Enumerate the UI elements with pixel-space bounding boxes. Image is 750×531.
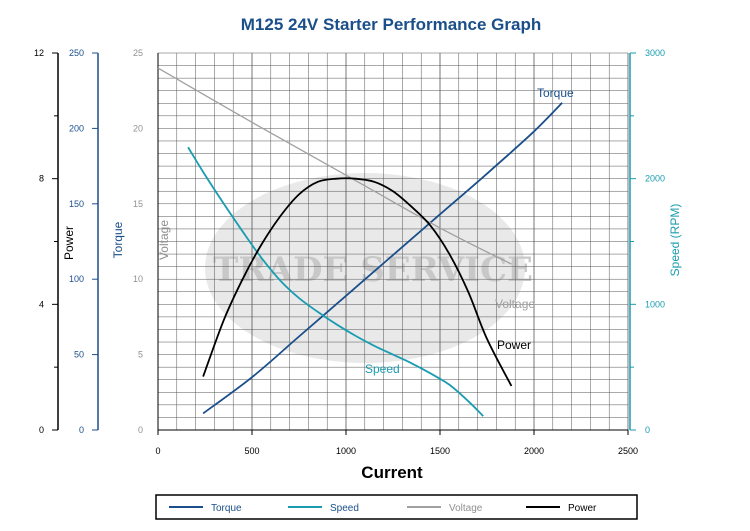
power-tick-label: 4 xyxy=(39,299,44,309)
series-line-power xyxy=(202,177,513,387)
x-tick-label: 500 xyxy=(244,446,259,456)
x-tick-label: 2500 xyxy=(618,446,638,456)
speed-tick-label: 1000 xyxy=(645,299,665,309)
voltage-tick-label: 10 xyxy=(133,274,143,284)
legend-label-power: Power xyxy=(568,503,597,514)
watermark-text: TRADE SERVICE xyxy=(213,250,533,290)
x-tick-label: 1500 xyxy=(430,446,450,456)
voltage-tick-label: 15 xyxy=(133,199,143,209)
voltage-tick-label: 25 xyxy=(133,48,143,58)
x-tick-label: 0 xyxy=(155,446,160,456)
series-inline-label: Torque xyxy=(537,86,574,100)
chart-title: M125 24V Starter Performance Graph xyxy=(241,15,541,34)
axis-labels: Power Torque Voltage Speed (RPM) Current xyxy=(62,204,682,482)
series-inline-label: Voltage xyxy=(495,297,535,311)
torque-tick-label: 100 xyxy=(69,274,84,284)
axes: 0 500 1000 1500 2000 250004812050100150200250… xyxy=(34,48,665,456)
voltage-tick-label: 5 xyxy=(138,350,143,360)
series-group: Torque Speed Voltage Power xyxy=(157,67,574,417)
power-tick-label: 0 xyxy=(39,425,44,435)
x-tick-label: 2000 xyxy=(524,446,544,456)
legend-label-speed: Speed xyxy=(330,503,359,514)
torque-axis-label: Torque xyxy=(111,221,125,258)
series-inline-label: Speed xyxy=(365,362,400,376)
torque-tick-label: 150 xyxy=(69,199,84,209)
speed-axis-label: Speed (RPM) xyxy=(668,204,682,277)
legend-label-torque: Torque xyxy=(211,503,242,514)
speed-tick-label: 3000 xyxy=(645,48,665,58)
power-tick-label: 12 xyxy=(34,48,44,58)
speed-tick-label: 2000 xyxy=(645,174,665,184)
legend: Torque Speed Voltage Power xyxy=(155,494,638,520)
torque-tick-label: 200 xyxy=(69,123,84,133)
torque-tick-label: 50 xyxy=(74,350,84,360)
watermark: TRADE SERVICE xyxy=(205,173,533,363)
power-axis-label: Power xyxy=(62,226,76,260)
torque-tick-label: 0 xyxy=(79,425,84,435)
torque-tick-label: 250 xyxy=(69,48,84,58)
series-inline-label: Power xyxy=(497,338,531,352)
speed-tick-label: 0 xyxy=(645,425,650,435)
voltage-tick-label: 20 xyxy=(133,123,143,133)
series-line-torque xyxy=(202,102,563,415)
voltage-tick-label: 0 xyxy=(138,425,143,435)
series-line-voltage xyxy=(157,67,512,265)
power-tick-label: 8 xyxy=(39,174,44,184)
series-line-speed xyxy=(187,146,484,417)
voltage-axis-label: Voltage xyxy=(157,220,171,260)
legend-label-voltage: Voltage xyxy=(449,503,483,514)
x-axis-label: Current xyxy=(361,463,423,482)
x-tick-label: 1000 xyxy=(336,446,356,456)
